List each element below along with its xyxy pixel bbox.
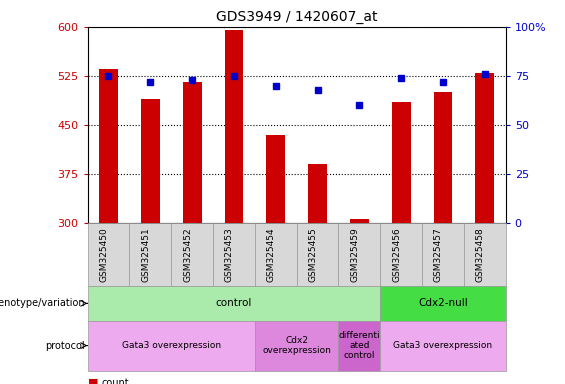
Text: GSM325455: GSM325455 <box>308 227 318 282</box>
Bar <box>141 99 160 223</box>
Text: GSM325452: GSM325452 <box>183 227 192 282</box>
Text: differenti
ated
control: differenti ated control <box>338 331 380 361</box>
Bar <box>224 30 244 223</box>
Text: GSM325453: GSM325453 <box>225 227 234 282</box>
Text: GSM325459: GSM325459 <box>350 227 359 282</box>
Bar <box>433 92 453 223</box>
Text: Cdx2-null: Cdx2-null <box>418 298 468 308</box>
Text: count: count <box>102 378 129 384</box>
Bar <box>350 220 369 223</box>
Text: GSM325450: GSM325450 <box>99 227 108 282</box>
Text: genotype/variation: genotype/variation <box>0 298 85 308</box>
Bar <box>182 83 202 223</box>
Bar <box>99 70 118 223</box>
Title: GDS3949 / 1420607_at: GDS3949 / 1420607_at <box>216 10 377 25</box>
Text: control: control <box>216 298 252 308</box>
Text: GSM325457: GSM325457 <box>434 227 443 282</box>
Bar <box>266 135 285 223</box>
Text: GSM325454: GSM325454 <box>267 227 276 282</box>
Text: GSM325451: GSM325451 <box>141 227 150 282</box>
Text: Gata3 overexpression: Gata3 overexpression <box>393 341 493 350</box>
Text: GSM325458: GSM325458 <box>476 227 485 282</box>
Text: Gata3 overexpression: Gata3 overexpression <box>121 341 221 350</box>
Text: Cdx2
overexpression: Cdx2 overexpression <box>262 336 331 355</box>
Bar <box>475 73 494 223</box>
Text: protocol: protocol <box>45 341 85 351</box>
Bar <box>308 164 327 223</box>
Text: GSM325456: GSM325456 <box>392 227 401 282</box>
Bar <box>392 102 411 223</box>
Text: ■: ■ <box>88 378 98 384</box>
